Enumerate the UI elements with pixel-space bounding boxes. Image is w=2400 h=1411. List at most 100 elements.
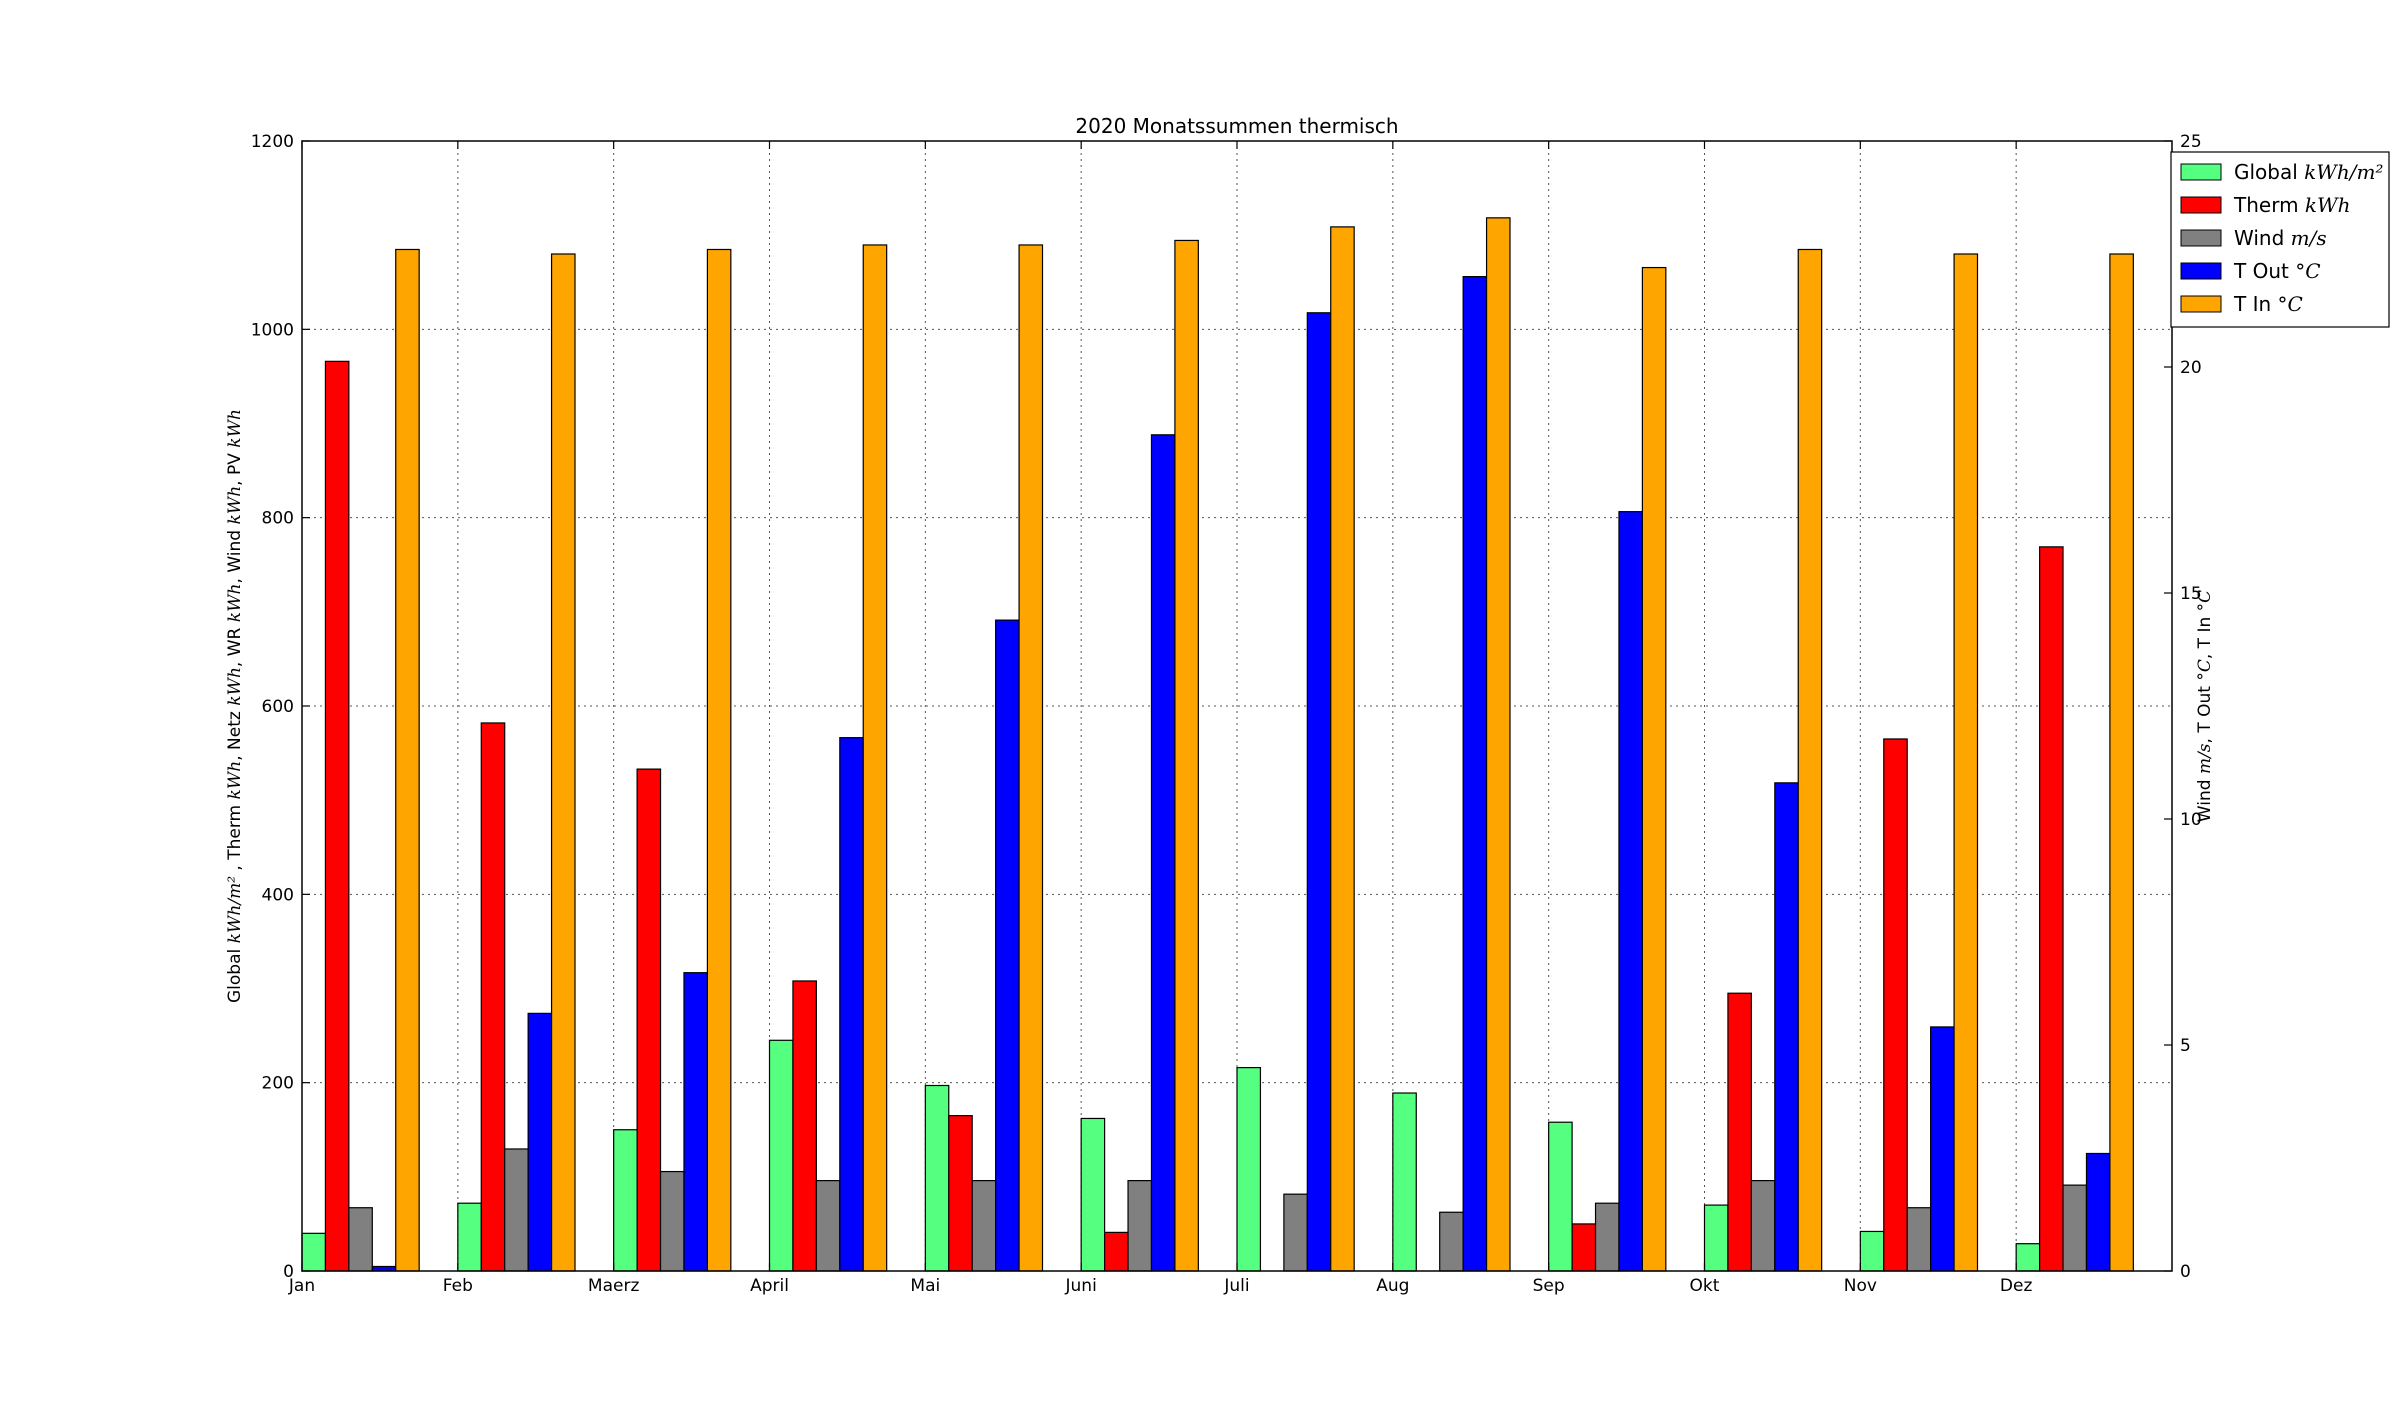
x-tick-label: Feb: [443, 1276, 473, 1296]
bar: [792, 980, 817, 1272]
y-tick-label-left: 200: [262, 1074, 294, 1094]
y-tick-label-left: 1000: [251, 320, 294, 340]
bar: [768, 1039, 794, 1272]
legend-swatch: [2180, 196, 2222, 214]
legend-label: Global kWh/m²: [2234, 160, 2383, 184]
legend-item: T Out °C: [2180, 259, 2321, 283]
legend-label: T Out °C: [2233, 259, 2321, 283]
bar: [995, 619, 1020, 1272]
legend-label: Therm kWh: [2233, 193, 2350, 217]
bar: [1883, 738, 1908, 1272]
bar: [1930, 1026, 1955, 1272]
series-therm: [324, 360, 2064, 1272]
legend-swatch: [2180, 295, 2222, 313]
series-wind: [348, 1148, 2088, 1272]
y-tick-label-right: 25: [2180, 132, 2202, 152]
bar: [1727, 992, 1752, 1272]
legend-label: T In °C: [2233, 292, 2303, 316]
x-tick-label: Aug: [1376, 1276, 1409, 1296]
y-axis-label-left: Global kWh/m² , Therm kWh, Netz kWh, WR …: [225, 409, 245, 1003]
bar: [1080, 1117, 1106, 1272]
y-tick-label-right: 15: [2180, 584, 2202, 604]
x-tick-label: April: [750, 1276, 789, 1296]
bar: [348, 1207, 373, 1272]
y-tick-label-right: 20: [2180, 358, 2202, 378]
bar: [1439, 1211, 1464, 1272]
x-tick-label: Okt: [1690, 1276, 1720, 1296]
bar: [839, 737, 864, 1272]
bar: [683, 972, 709, 1272]
bar: [636, 768, 662, 1272]
bar: [550, 253, 576, 1272]
x-tick-label: Juli: [1223, 1276, 1249, 1296]
legend-item: Global kWh/m²: [2180, 160, 2383, 184]
y-tick-label-left: 1200: [251, 132, 294, 152]
bar: [1906, 1207, 1932, 1272]
y-tick-label-left: 600: [262, 697, 294, 717]
bar: [2062, 1184, 2088, 1272]
bar: [1392, 1092, 1417, 1272]
legend-label: Wind m/s: [2234, 226, 2327, 250]
x-tick-label: Maerz: [588, 1276, 640, 1296]
bar: [862, 244, 888, 1272]
bar: [1953, 253, 1979, 1272]
bar: [1571, 1223, 1597, 1272]
bars: [301, 217, 2134, 1272]
bar: [1859, 1230, 1885, 1272]
ticks: 0 200 400 600 800 1000 1200 0 5 10 15 20 25 Jan Feb Mae…: [251, 132, 2202, 1296]
y-tick-label-right: 5: [2180, 1036, 2191, 1056]
series-t-in: [395, 217, 2134, 1272]
bar: [1485, 217, 1511, 1272]
bar: [395, 248, 420, 1272]
bar: [2085, 1152, 2111, 1272]
y-tick-label-right: 10: [2180, 810, 2202, 830]
bar: [324, 360, 350, 1272]
bar: [971, 1179, 997, 1272]
x-tick-label: Sep: [1533, 1276, 1565, 1296]
bar: [480, 722, 506, 1272]
bar: [1462, 276, 1488, 1272]
y-axis-label-right: Wind m/s, T Out °C, T In °C: [2195, 590, 2215, 822]
legend-item: Therm kWh: [2180, 193, 2350, 217]
bar: [1150, 434, 1176, 1272]
bar: [1641, 266, 1667, 1272]
legend-item: Wind m/s: [2180, 226, 2327, 250]
bar: [2015, 1243, 2041, 1272]
series-global: [301, 1039, 2041, 1272]
bar: [706, 248, 732, 1272]
bar: [1703, 1204, 1729, 1272]
x-tick-label: Jan: [288, 1276, 315, 1296]
legend-swatch: [2180, 262, 2222, 280]
legend-swatch: [2180, 163, 2222, 181]
legend-swatch: [2180, 229, 2222, 247]
bar: [815, 1179, 841, 1272]
bar: [1174, 239, 1199, 1272]
bar: [924, 1084, 950, 1272]
x-tick-label: Dez: [2000, 1276, 2033, 1296]
bar: [1330, 226, 1355, 1272]
bar: [2109, 253, 2134, 1272]
bar: [301, 1232, 327, 1272]
bar: [1018, 244, 1044, 1272]
x-tick-label: Mai: [910, 1276, 940, 1296]
y-tick-label-left: 800: [262, 509, 294, 529]
series-t-out: [371, 276, 2111, 1272]
bar: [1797, 248, 1823, 1272]
bar: [504, 1148, 529, 1272]
legend-item: T In °C: [2180, 292, 2303, 316]
bar: [1774, 782, 1799, 1272]
y-tick-label-left: 0: [283, 1262, 294, 1282]
x-tick-label: Juni: [1065, 1276, 1097, 1296]
bar: [948, 1115, 973, 1272]
bar: [659, 1170, 685, 1272]
bar: [1104, 1231, 1129, 1272]
bar: [1618, 511, 1644, 1272]
bar: [1548, 1121, 1573, 1272]
y-tick-label-right: 0: [2180, 1262, 2191, 1282]
bar: [1750, 1179, 1776, 1272]
grid: [302, 141, 2172, 1271]
legend: Global kWh/m² Therm kWh Wind m/s T Out °C T …: [2170, 151, 2390, 328]
chart-title: 2020 Monatssummen thermisch: [1075, 114, 1398, 138]
y-tick-label-left: 400: [262, 885, 294, 905]
